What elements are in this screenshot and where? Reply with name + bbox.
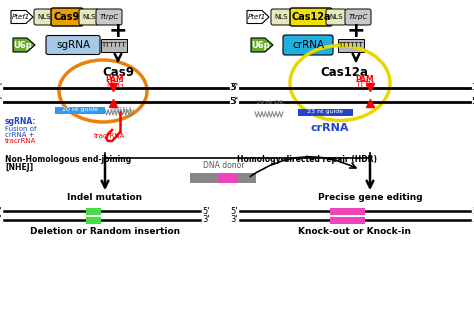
- Text: crRNA: crRNA: [112, 107, 134, 113]
- Text: +: +: [109, 21, 128, 41]
- Bar: [298, 109, 353, 116]
- Text: NLS: NLS: [82, 14, 96, 20]
- Text: 3': 3': [229, 84, 237, 93]
- Text: Indel mutation: Indel mutation: [67, 193, 143, 202]
- Bar: [101, 39, 127, 51]
- Text: Ptef1: Ptef1: [12, 14, 30, 20]
- Text: 20 nt guide: 20 nt guide: [62, 108, 98, 113]
- Text: NLS: NLS: [37, 14, 51, 20]
- Text: Non-Homologous end-joining: Non-Homologous end-joining: [5, 155, 131, 164]
- Text: DNA donor: DNA donor: [203, 161, 245, 171]
- Text: 5': 5': [202, 207, 210, 215]
- Text: 5': 5': [231, 84, 239, 93]
- Text: tracrRNA: tracrRNA: [5, 138, 36, 144]
- Text: 5': 5': [0, 84, 3, 93]
- Text: 5': 5': [229, 98, 237, 107]
- Text: 5': 5': [472, 207, 474, 215]
- Text: Cas9: Cas9: [54, 12, 80, 22]
- Text: 3': 3': [471, 84, 474, 93]
- FancyBboxPatch shape: [326, 9, 346, 25]
- FancyBboxPatch shape: [46, 36, 100, 54]
- Text: Homology-directed repair (HDR): Homology-directed repair (HDR): [237, 155, 377, 164]
- Text: [NHEJ]: [NHEJ]: [5, 163, 33, 173]
- Text: 5': 5': [0, 207, 2, 215]
- Bar: [190, 173, 218, 183]
- Text: sgRNA:: sgRNA:: [5, 118, 36, 126]
- Text: 5': 5': [230, 207, 238, 215]
- Text: crRNA +: crRNA +: [5, 132, 35, 138]
- Text: Precise gene editing: Precise gene editing: [318, 193, 422, 202]
- Polygon shape: [251, 38, 273, 52]
- FancyBboxPatch shape: [79, 9, 99, 25]
- Text: TtrpC: TtrpC: [100, 14, 118, 20]
- Text: Cas12a: Cas12a: [291, 12, 331, 22]
- Text: 3': 3': [230, 215, 238, 224]
- Text: NGG: NGG: [106, 81, 124, 91]
- Bar: [218, 173, 238, 183]
- Text: tracrRNA: tracrRNA: [94, 133, 126, 139]
- Text: TTTTTT: TTTTTT: [338, 42, 364, 48]
- Text: crRNA: crRNA: [292, 40, 324, 50]
- Text: U6p: U6p: [14, 41, 32, 49]
- Text: TTTV: TTTV: [356, 81, 374, 91]
- Text: 19 nt DR: 19 nt DR: [256, 100, 284, 105]
- Bar: [338, 39, 364, 51]
- Text: 3': 3': [0, 98, 3, 107]
- Text: TtrpC: TtrpC: [348, 14, 368, 20]
- FancyBboxPatch shape: [290, 8, 332, 26]
- Text: 3': 3': [0, 215, 2, 224]
- Text: Deletion or Random insertion: Deletion or Random insertion: [30, 227, 180, 236]
- Text: +: +: [346, 21, 365, 41]
- Text: Cas9: Cas9: [102, 65, 134, 78]
- Text: crRNA: crRNA: [311, 123, 349, 133]
- Bar: [55, 107, 105, 114]
- Text: Knock-out or Knock-in: Knock-out or Knock-in: [299, 227, 411, 236]
- Text: 23 nt guide: 23 nt guide: [307, 110, 343, 115]
- FancyBboxPatch shape: [283, 35, 333, 55]
- Bar: [238, 173, 256, 183]
- FancyBboxPatch shape: [96, 9, 122, 25]
- Text: 5': 5': [471, 98, 474, 107]
- FancyBboxPatch shape: [345, 9, 371, 25]
- Bar: [86, 208, 101, 214]
- Polygon shape: [11, 11, 33, 24]
- Text: Ptef1: Ptef1: [248, 14, 266, 20]
- Text: NLS: NLS: [329, 14, 343, 20]
- Polygon shape: [13, 38, 35, 52]
- Polygon shape: [247, 11, 269, 24]
- FancyBboxPatch shape: [34, 9, 54, 25]
- Text: U6p: U6p: [252, 41, 270, 49]
- Text: Fusion of: Fusion of: [5, 126, 36, 132]
- Bar: [330, 208, 365, 214]
- Text: PAM: PAM: [356, 75, 374, 85]
- Text: NLS: NLS: [274, 14, 288, 20]
- FancyBboxPatch shape: [271, 9, 291, 25]
- Text: 3': 3': [231, 98, 239, 107]
- Text: Cas12a: Cas12a: [320, 65, 368, 78]
- Bar: [86, 216, 101, 223]
- FancyBboxPatch shape: [51, 8, 83, 26]
- Text: 3': 3': [202, 215, 210, 224]
- Bar: [330, 216, 365, 223]
- Text: PAM: PAM: [106, 75, 124, 85]
- Text: TTTTTT: TTTTTT: [101, 42, 127, 48]
- Text: 3': 3': [472, 215, 474, 224]
- Text: sgRNA: sgRNA: [56, 40, 90, 50]
